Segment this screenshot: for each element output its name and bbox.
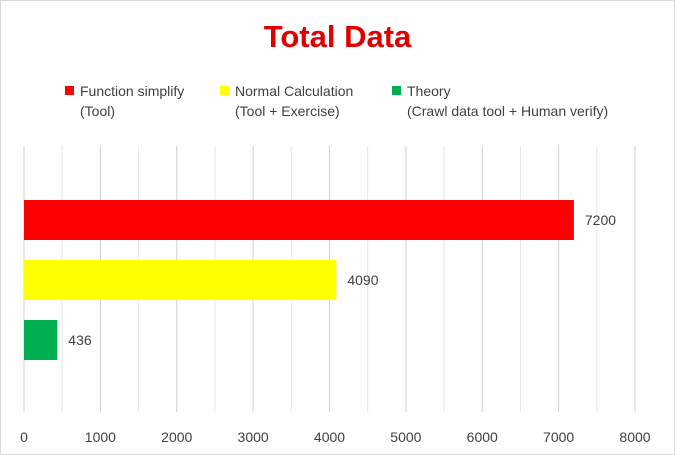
x-tick-label: 4000 bbox=[314, 429, 345, 445]
data-label: 4090 bbox=[347, 272, 378, 288]
legend-label-line2: (Crawl data tool + Human verify) bbox=[407, 103, 609, 119]
legend-swatch-red bbox=[65, 86, 74, 95]
bar bbox=[24, 200, 574, 240]
legend-label-line2: (Tool) bbox=[80, 103, 116, 119]
x-tick-label: 6000 bbox=[467, 429, 498, 445]
x-tick-label: 3000 bbox=[238, 429, 269, 445]
x-tick-label: 2000 bbox=[161, 429, 192, 445]
legend-item-theory: Theory (Crawl data tool + Human verify) bbox=[392, 81, 608, 121]
chart-title: Total Data bbox=[263, 19, 412, 54]
legend-label-line1: Normal Calculation bbox=[235, 83, 354, 99]
bar bbox=[24, 260, 337, 300]
legend-item-normal-calculation: Normal Calculation (Tool + Exercise) bbox=[220, 81, 353, 121]
legend-swatch-green bbox=[392, 86, 401, 95]
legend-label-line1: Function simplify bbox=[80, 83, 185, 99]
x-tick-label: 8000 bbox=[619, 429, 650, 445]
legend-label-line2: (Tool + Exercise) bbox=[235, 103, 340, 119]
x-tick-label: 0 bbox=[20, 429, 28, 445]
data-label: 7200 bbox=[585, 212, 616, 228]
x-tick-label: 5000 bbox=[390, 429, 421, 445]
x-tick-label: 7000 bbox=[543, 429, 574, 445]
legend-item-function-simplify: Function simplify (Tool) bbox=[65, 81, 184, 121]
x-tick-label: 1000 bbox=[85, 429, 116, 445]
data-label: 436 bbox=[68, 332, 92, 348]
bar bbox=[24, 320, 58, 360]
legend-label-line1: Theory bbox=[407, 83, 451, 99]
legend-swatch-yellow bbox=[220, 86, 229, 95]
